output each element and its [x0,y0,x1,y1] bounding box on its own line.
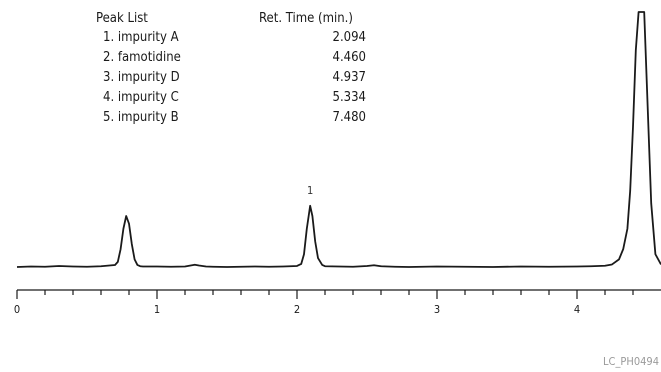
peak-time-4: 5.334 [333,90,366,105]
trace-group [16,11,661,268]
ret-time-header: Ret. Time (min.) [259,11,353,26]
peak-name-1: 1. impurity A [103,30,179,45]
peak-time-1: 2.094 [333,30,366,45]
peak-annotations: 1 [307,184,313,197]
x-tick-label: 4 [574,303,580,316]
peak-name-5: 5. impurity B [103,110,179,125]
peak-name-2: 2. famotidine [103,50,181,65]
peak-label-1: 1 [307,184,313,197]
chromatogram-trace [16,11,661,268]
x-axis: 0 1 2 3 4 [14,289,661,316]
peak-name-4: 4. impurity C [103,90,179,105]
figure-code: LC_PH0494 [603,355,659,368]
peak-time-3: 4.937 [333,70,366,85]
peak-list-table: Peak List Ret. Time (min.) 1. impurity A… [96,11,366,125]
x-tick-label: 2 [294,303,300,316]
x-tick-label: 0 [14,303,20,316]
peak-list-header: Peak List [96,11,148,26]
x-tick-label: 1 [154,303,160,316]
peak-time-5: 7.480 [333,110,366,125]
peak-time-2: 4.460 [333,50,366,65]
peak-name-3: 3. impurity D [103,70,180,85]
x-tick-label: 3 [434,303,440,316]
